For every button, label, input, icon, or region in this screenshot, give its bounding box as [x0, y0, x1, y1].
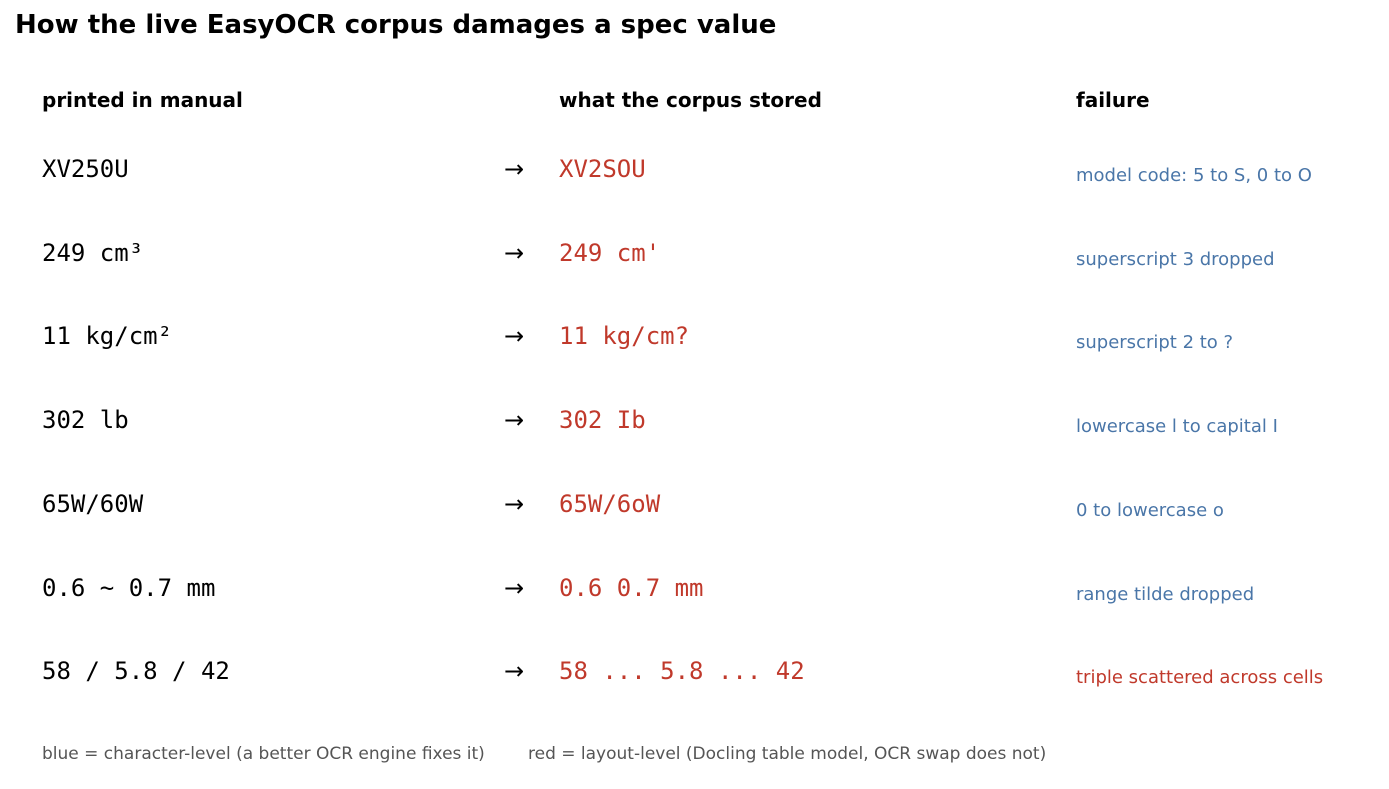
printed-value: 302 lb	[42, 406, 129, 435]
stored-value: 0.6 0.7 mm	[559, 573, 704, 602]
stored-value: 11 kg/cm?	[559, 322, 690, 351]
failure-description: superscript 3 dropped	[1076, 248, 1275, 270]
printed-value: 0.6 ~ 0.7 mm	[42, 573, 216, 602]
failure-description: range tilde dropped	[1076, 583, 1255, 605]
printed-value: 58 / 5.8 / 42	[42, 657, 230, 686]
table-row: 0.6 ~ 0.7 mm → 0.6 0.7 mm range tilde dropp…	[0, 574, 1389, 634]
failure-description: superscript 2 to ?	[1076, 332, 1234, 354]
stored-value: 65W/6oW	[559, 489, 661, 518]
header-stored: what the corpus stored	[559, 88, 822, 112]
printed-value: 65W/60W	[42, 489, 144, 518]
failure-description: triple scattered across cells	[1076, 667, 1324, 689]
arrow-icon: →	[504, 406, 525, 435]
stored-value: 302 Ib	[559, 406, 646, 435]
stored-value: 249 cm'	[559, 238, 661, 267]
stored-value: 58 ... 5.8 ... 42	[559, 657, 805, 686]
page-title: How the live EasyOCR corpus damages a sp…	[15, 10, 777, 40]
failure-description: lowercase l to capital I	[1076, 416, 1278, 438]
arrow-icon: →	[504, 238, 525, 267]
arrow-icon: →	[504, 155, 525, 183]
header-printed: printed in manual	[42, 88, 243, 112]
arrow-icon: →	[504, 657, 525, 686]
failure-description: 0 to lowercase o	[1076, 499, 1224, 521]
table-row: 65W/60W → 65W/6oW 0 to lowercase o	[0, 490, 1389, 550]
header-failure: failure	[1076, 88, 1150, 112]
legend-layout-level: red = layout-level (Docling table model,…	[528, 744, 1047, 764]
arrow-icon: →	[504, 322, 525, 351]
printed-value: XV250U	[42, 155, 129, 183]
table-row: 58 / 5.8 / 42 → 58 ... 5.8 ... 42 triple sc…	[0, 657, 1389, 717]
failure-description: model code: 5 to S, 0 to O	[1076, 165, 1312, 186]
table-row: 249 cm³ → 249 cm' superscript 3 dropped	[0, 239, 1389, 299]
table-row: XV250U → XV2SOU model code: 5 to S, 0 to O	[0, 155, 1389, 215]
printed-value: 11 kg/cm²	[42, 322, 173, 351]
table-row: 11 kg/cm² → 11 kg/cm? superscript 2 to ?	[0, 322, 1389, 382]
arrow-icon: →	[504, 573, 525, 602]
table-row: 302 lb → 302 Ib lowercase l to capital I	[0, 406, 1389, 466]
printed-value: 249 cm³	[42, 238, 144, 267]
stored-value: XV2SOU	[559, 155, 646, 183]
legend-character-level: blue = character-level (a better OCR eng…	[42, 744, 485, 764]
arrow-icon: →	[504, 489, 525, 518]
